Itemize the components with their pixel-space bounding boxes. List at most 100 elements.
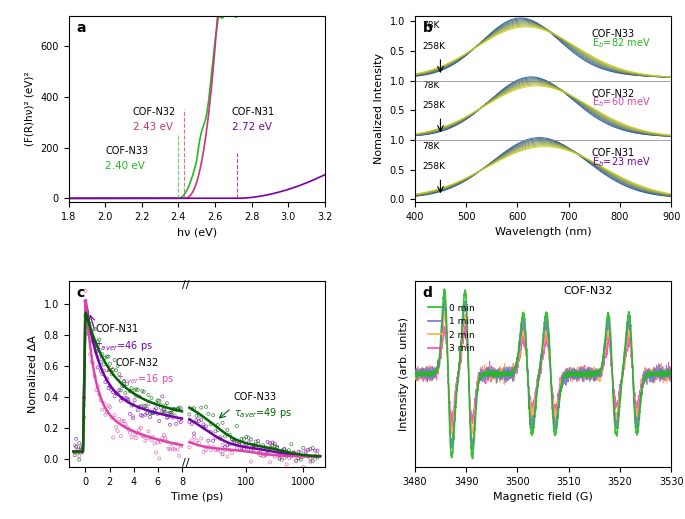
Text: E$_b$=60 meV: E$_b$=60 meV: [592, 95, 651, 110]
Point: [140, 402, 151, 411]
Point: [175, 442, 186, 450]
Point: [119, 417, 129, 425]
Point: [248, 447, 259, 456]
Point: [95, 366, 106, 375]
Point: [71, 434, 82, 443]
1 min: [667, 372, 675, 378]
Point: [253, 449, 264, 457]
Y-axis label: Intensity (arb. units): Intensity (arb. units): [399, 317, 409, 431]
Point: [234, 440, 245, 448]
Point: [300, 465, 311, 473]
Point: [141, 404, 152, 413]
Point: [236, 434, 247, 443]
Point: [241, 443, 252, 452]
Point: [138, 388, 149, 396]
3 min: [536, 374, 544, 380]
3 min: [411, 361, 419, 367]
Point: [77, 446, 88, 455]
Point: [260, 443, 271, 452]
Point: [75, 443, 86, 452]
Point: [168, 414, 179, 422]
Point: [184, 443, 195, 452]
2 min: [424, 373, 432, 379]
Point: [121, 394, 132, 403]
Point: [201, 446, 212, 454]
Point: [245, 446, 256, 455]
Point: [164, 445, 175, 454]
1 min: [660, 375, 668, 381]
1 min: [613, 418, 621, 425]
Point: [222, 441, 233, 449]
Point: [74, 452, 85, 460]
Point: [236, 446, 247, 455]
Text: c: c: [76, 286, 84, 300]
Point: [305, 454, 316, 462]
Point: [308, 453, 319, 461]
Point: [305, 445, 316, 453]
Point: [277, 446, 288, 455]
Point: [109, 411, 120, 419]
Point: [219, 446, 230, 454]
Point: [284, 451, 295, 459]
Point: [134, 403, 145, 411]
Point: [69, 451, 80, 459]
Text: 78K: 78K: [423, 81, 440, 90]
Point: [112, 362, 123, 370]
Point: [196, 416, 207, 424]
1 min: [529, 420, 537, 427]
Point: [166, 440, 177, 448]
Point: [175, 404, 186, 413]
Point: [258, 452, 269, 460]
Point: [258, 445, 269, 453]
Point: [108, 433, 119, 442]
Point: [260, 450, 271, 459]
Text: d: d: [423, 286, 432, 300]
Point: [106, 386, 117, 394]
Point: [146, 436, 157, 444]
Point: [95, 396, 106, 404]
Point: [157, 392, 168, 401]
Point: [198, 448, 209, 456]
Point: [172, 405, 183, 413]
Point: [212, 426, 223, 434]
Point: [149, 439, 160, 447]
Text: COF-N31: COF-N31: [592, 148, 635, 158]
Point: [132, 386, 143, 394]
Point: [160, 407, 171, 416]
Point: [303, 446, 314, 455]
Point: [193, 417, 204, 425]
Point: [279, 445, 290, 453]
Point: [108, 366, 119, 374]
Point: [127, 412, 138, 420]
Point: [234, 440, 245, 448]
3 min: [448, 425, 456, 431]
Point: [99, 399, 110, 407]
3 min: [660, 367, 668, 374]
Point: [191, 412, 202, 420]
Point: [267, 442, 278, 450]
Point: [279, 445, 290, 454]
Point: [234, 441, 245, 449]
Point: [117, 382, 128, 390]
Point: [267, 439, 278, 447]
Legend: 0 min, 1 min, 2 min, 3 min: 0 min, 1 min, 2 min, 3 min: [425, 300, 478, 357]
3 min: [667, 372, 675, 378]
Point: [105, 382, 116, 390]
Point: [151, 399, 162, 407]
Point: [232, 437, 242, 445]
Point: [111, 389, 122, 397]
Point: [191, 416, 202, 424]
Text: COF-N32: COF-N32: [564, 285, 613, 296]
Point: [78, 393, 89, 402]
Text: $\tau_{aver}$=49 ps: $\tau_{aver}$=49 ps: [234, 406, 292, 420]
Point: [260, 452, 271, 460]
Point: [155, 438, 166, 446]
1 min: [411, 371, 419, 377]
Text: COF-N31: COF-N31: [95, 324, 138, 334]
Point: [143, 400, 154, 408]
X-axis label: Magnetic field (G): Magnetic field (G): [493, 493, 593, 502]
Point: [155, 403, 166, 412]
Point: [163, 413, 174, 421]
Point: [264, 458, 275, 467]
1 min: [440, 296, 449, 302]
